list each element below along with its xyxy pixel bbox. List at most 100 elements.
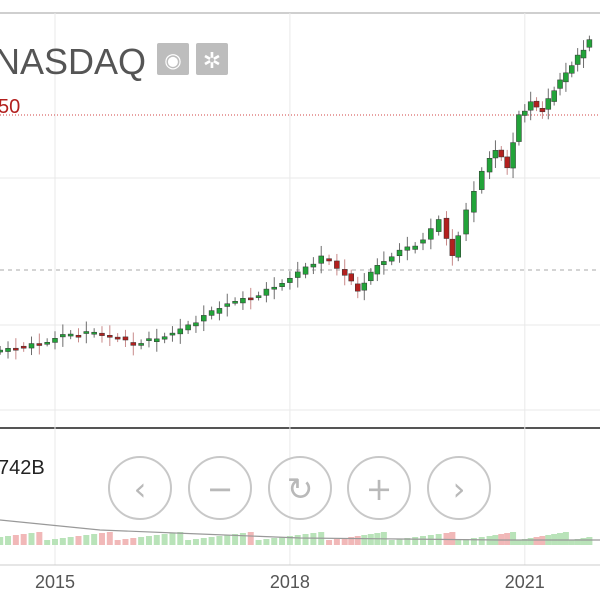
candle [302, 266, 309, 275]
candle [527, 101, 534, 111]
candle [396, 249, 403, 257]
volume-bar [145, 536, 152, 545]
candle [107, 335, 113, 338]
volume-bar [504, 533, 511, 545]
zoom-out-button[interactable]: − [188, 456, 252, 520]
candle [486, 158, 493, 173]
volume-bar [263, 539, 270, 545]
volume-bar [449, 532, 456, 545]
volume-bar [200, 538, 207, 545]
volume-bar [153, 535, 160, 545]
volume-bar [52, 539, 58, 545]
volume-bar [12, 535, 19, 545]
volume-bar [0, 537, 4, 545]
svg-text:✲: ✲ [203, 49, 221, 74]
scroll-left-button[interactable]: ‹ [108, 456, 172, 520]
volume-bar [130, 538, 137, 545]
nav-button-circle [188, 456, 252, 520]
candle [75, 334, 82, 338]
volume-bar [161, 534, 168, 545]
svg-text:◉: ◉ [164, 48, 181, 72]
volume-bar [562, 532, 569, 545]
x-tick-label: 2018 [270, 572, 310, 592]
candle [361, 282, 368, 291]
candle [574, 54, 581, 65]
candle [463, 209, 469, 235]
x-tick-label: 2021 [505, 572, 545, 592]
volume-bar [310, 533, 317, 545]
volume-bar [568, 540, 575, 545]
candle [248, 297, 254, 301]
candle [52, 338, 58, 343]
x-axis: 2015 2018 2021 [0, 564, 600, 592]
candle [294, 271, 301, 278]
zoom-in-button[interactable]: + [347, 456, 411, 520]
volume-bar [361, 535, 368, 545]
candle [516, 114, 522, 142]
candle [83, 331, 90, 334]
volume-bar [239, 533, 246, 545]
candle [0, 349, 3, 353]
candle [169, 332, 176, 336]
volume-bar [36, 532, 43, 545]
candle [412, 245, 418, 250]
nav-button-circle [108, 456, 172, 520]
volume-bar [177, 532, 184, 545]
volume-bar [586, 537, 593, 545]
volume-bar [404, 538, 411, 545]
candle [13, 347, 19, 351]
candle [498, 149, 505, 158]
candle [208, 310, 215, 316]
volume-bar [580, 538, 587, 545]
candle [146, 338, 152, 341]
reset-button[interactable]: ↻ [268, 456, 332, 520]
candle [510, 142, 516, 169]
nav-button-circle [427, 456, 491, 520]
candle [114, 336, 121, 340]
volume-bar [348, 537, 355, 545]
volume-bar [455, 540, 462, 545]
candle [420, 239, 426, 244]
candle [193, 322, 199, 327]
volume-bar [286, 536, 293, 545]
volume-bar [326, 540, 333, 545]
volume-bar [521, 539, 528, 545]
x-tick-label: 2015 [35, 572, 75, 592]
candle [310, 263, 317, 268]
candle [428, 228, 434, 240]
volume-bar [367, 534, 374, 545]
volume-bar [114, 540, 121, 545]
scroll-right-button[interactable]: › [427, 456, 491, 520]
plus-icon: + [366, 470, 393, 508]
nav-button-circle [268, 456, 332, 520]
candle [368, 271, 374, 282]
candle [569, 65, 575, 74]
candle [240, 298, 246, 304]
volume-bar [427, 535, 434, 545]
candle [279, 283, 285, 287]
volume-bar [527, 538, 534, 545]
volume-bar [83, 535, 90, 545]
volume-bar [470, 538, 477, 545]
candle [355, 283, 361, 292]
volume-bar [533, 537, 540, 545]
refresh-icon: ↻ [287, 470, 314, 508]
volume-bar [44, 540, 51, 545]
candle [5, 348, 11, 352]
gear-icon[interactable]: ✲ [196, 43, 228, 75]
candle [533, 100, 540, 108]
candle [91, 331, 97, 335]
candle [138, 343, 144, 346]
volume-bar [486, 536, 493, 545]
nav-button-circle [347, 456, 411, 520]
volume-bar [192, 539, 199, 545]
volume-bar [510, 532, 517, 545]
candle [404, 246, 411, 251]
minus-icon: − [207, 470, 234, 508]
candle [492, 150, 499, 159]
eye-icon[interactable]: ◉ [157, 43, 189, 75]
volume-bar [67, 537, 74, 545]
candle [334, 260, 340, 269]
volume-bar [216, 536, 223, 545]
